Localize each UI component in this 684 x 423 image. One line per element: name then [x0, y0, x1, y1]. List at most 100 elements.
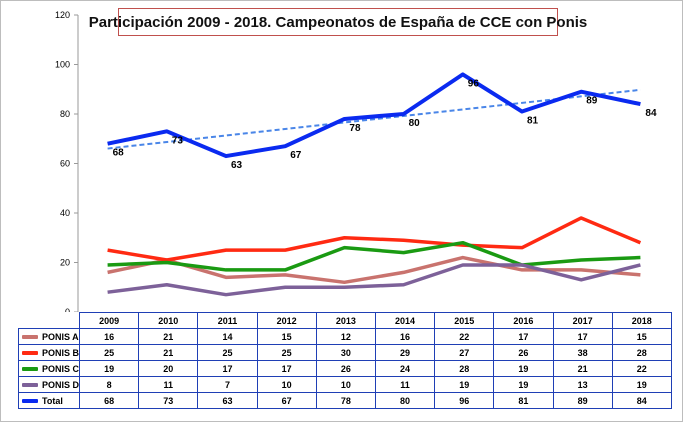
category-header: 2013 [315, 312, 376, 329]
category-header: 2009 [79, 312, 140, 329]
category-header: 2010 [138, 312, 199, 329]
series-legend-cell: PONIS C [17, 360, 81, 377]
table-cell: 67 [256, 392, 317, 409]
data-label: 80 [409, 118, 421, 129]
series-legend-cell: PONIS D [17, 376, 81, 393]
data-label: 63 [231, 160, 243, 171]
table-cell: 11 [374, 376, 436, 393]
series-line-ponis-b [107, 216, 642, 262]
data-label: 73 [172, 135, 184, 146]
table-cell: 11 [138, 376, 199, 393]
series-line-total [107, 72, 641, 159]
table-cell: 27 [434, 344, 495, 361]
series-line-ponis-c [107, 240, 641, 272]
table-cell: 19 [493, 376, 554, 393]
table-row: PONIS B 25 21 25 25 30 29 27 26 38 28 [17, 344, 672, 361]
trendline-layer [107, 88, 641, 150]
category-header: 2012 [256, 312, 317, 329]
y-axis: 0 20 40 60 80 100 120 [55, 10, 79, 312]
table-cell: 22 [434, 328, 495, 345]
y-tick-label: 0 [65, 307, 70, 312]
table-cell: 14 [197, 328, 258, 345]
table-cell: 19 [611, 376, 672, 393]
category-header: 2015 [434, 312, 495, 329]
table-cell: 17 [256, 360, 317, 377]
table-cell: 19 [493, 360, 554, 377]
table-body: PONIS A 16 21 14 15 12 16 22 17 17 15 PONIS B 25 21 25… [17, 328, 672, 409]
table-cell: 15 [611, 328, 672, 345]
y-tick-label: 40 [60, 208, 70, 218]
series-legend-cell: Total [17, 392, 81, 409]
data-label: 67 [290, 150, 302, 161]
y-tick-label: 60 [60, 159, 70, 169]
table-cell: 17 [197, 360, 258, 377]
category-header: 2011 [197, 312, 258, 329]
table-cell: 16 [79, 328, 140, 345]
y-tick-label: 20 [60, 258, 70, 268]
table-corner [18, 312, 81, 329]
table-cell: 26 [315, 360, 376, 377]
table-cell: 21 [138, 344, 199, 361]
series-name: PONIS A [42, 331, 79, 342]
table-cell: 78 [315, 392, 376, 409]
category-header: 2017 [552, 312, 613, 329]
table-cell: 19 [79, 360, 140, 377]
data-label: 96 [468, 78, 480, 89]
y-tick-label: 120 [55, 10, 70, 20]
series-name: PONIS C [42, 363, 80, 374]
table-cell: 20 [138, 360, 199, 377]
table-cell: 8 [79, 376, 140, 393]
table-cell: 21 [138, 328, 199, 345]
y-tick-label: 100 [55, 60, 70, 70]
data-table: 2009 2010 2011 2012 2013 2014 2015 2016 2017 2018… [17, 312, 672, 409]
table-cell: 63 [197, 392, 258, 409]
table-cell: 28 [434, 360, 495, 377]
legend-swatch [22, 367, 38, 372]
table-cell: 29 [374, 344, 436, 361]
table-cell: 24 [374, 360, 436, 377]
table-cell: 81 [493, 392, 554, 409]
series-line-ponis-a [107, 255, 641, 285]
table-cell: 13 [552, 376, 613, 393]
table-cell: 17 [493, 328, 554, 345]
table-cell: 19 [434, 376, 495, 393]
line-chart: 0 20 40 60 80 100 120 68 73 63 67 78 80 96 81 89 84 [55, 10, 657, 312]
table-cell: 15 [256, 328, 317, 345]
table-cell: 25 [79, 344, 140, 361]
table-row: PONIS A 16 21 14 15 12 16 22 17 17 15 [17, 328, 672, 345]
data-label: 68 [113, 148, 125, 159]
table-cell: 30 [315, 344, 376, 361]
table-cell: 25 [256, 344, 317, 361]
table-cell: 38 [552, 344, 613, 361]
table-cell: 21 [552, 360, 613, 377]
table-cell: 80 [374, 392, 436, 409]
legend-swatch [22, 351, 38, 356]
table-header-row: 2009 2010 2011 2012 2013 2014 2015 2016 2017 2018 [18, 312, 672, 329]
table-cell: 96 [434, 392, 495, 409]
data-label: 89 [586, 96, 598, 107]
legend-swatch [22, 399, 38, 404]
series-lines [107, 72, 642, 297]
series-legend-cell: PONIS B [17, 344, 81, 361]
table-cell: 25 [197, 344, 258, 361]
table-cell: 12 [315, 328, 376, 345]
series-legend-cell: PONIS A [17, 328, 81, 345]
chart-title: Participación 2009 - 2018. Campeonatos d… [89, 8, 587, 36]
table-cell: 16 [374, 328, 436, 345]
table-cell: 7 [197, 376, 258, 393]
table-cell: 26 [493, 344, 554, 361]
category-header: 2016 [493, 312, 554, 329]
total-data-labels: 68 73 63 67 78 80 96 81 89 84 [113, 78, 657, 171]
legend-swatch [22, 335, 38, 340]
series-name: PONIS D [42, 379, 80, 390]
table-cell: 22 [611, 360, 672, 377]
table-cell: 73 [138, 392, 199, 409]
legend-swatch [22, 383, 38, 388]
category-header: 2018 [611, 312, 672, 329]
table-cell: 89 [552, 392, 613, 409]
table-cell: 84 [611, 392, 672, 409]
table-cell: 10 [315, 376, 376, 393]
table-cell: 28 [611, 344, 672, 361]
trendline [107, 88, 641, 150]
